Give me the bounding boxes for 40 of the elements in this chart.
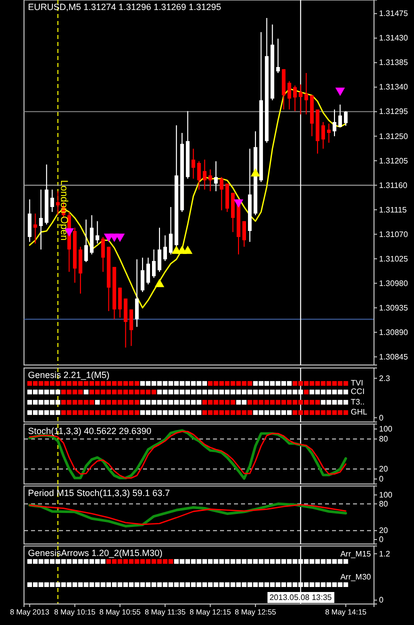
y-tick-label: 1.31295 (379, 107, 408, 116)
ref-line-label: London Open (58, 180, 69, 241)
chart-title: Genesis 2.21_1(M5) (28, 370, 110, 380)
series-label: CCI (350, 387, 365, 396)
y-tick-label: 1.31025 (379, 254, 408, 264)
chart-title: GenesisArrows 1.20_2(M15.M30) (28, 548, 163, 558)
y-tick-label: 100 (379, 490, 393, 500)
series-label: Arr_M15 (340, 549, 372, 558)
y-tick-label: 2.3 (379, 374, 391, 383)
y-tick-label: 1.30980 (379, 278, 408, 288)
series-label: Arr_M30 (340, 572, 372, 582)
ref-line-label: 2013.05.08 13:35 (269, 593, 332, 602)
y-tick-label: 1.30890 (379, 328, 408, 337)
chart-title: Period M15 Stoch(11,3,3) 59.1 63.7 (28, 488, 170, 498)
y-tick-label: 0 (379, 596, 384, 605)
y-tick-label: 1.30935 (379, 303, 408, 312)
y-tick-label: 1.31430 (379, 34, 408, 43)
y-tick-label: 1.31205 (379, 156, 408, 166)
y-tick-label: 1.31250 (379, 132, 408, 141)
series-label: GHL (350, 408, 368, 417)
chart-title: EURUSD,M5 1.31274 1.31296 1.31269 1.31295 (28, 2, 222, 12)
y-tick-label: 80 (379, 434, 388, 444)
y-tick-label: 1.31160 (379, 180, 408, 190)
y-tick-label: 1.2 (379, 549, 391, 558)
y-tick-label: 100 (379, 424, 393, 434)
y-tick-label: 1.30845 (379, 352, 408, 362)
y-tick-label: 1.31070 (379, 230, 408, 239)
y-tick-label: 1.31475 (379, 9, 408, 18)
y-tick-label: 1.31340 (379, 82, 408, 92)
series-label: TVI (350, 378, 364, 388)
y-tick-label: 20 (379, 464, 388, 474)
y-tick-label: 1.31115 (379, 205, 408, 214)
y-tick-label: 80 (379, 499, 388, 508)
chart-title: Stoch(11,3,3) 40.5622 29.6390 (28, 426, 152, 436)
y-tick-label: 0 (379, 413, 384, 422)
y-tick-label: 1.31385 (379, 58, 408, 68)
y-tick-label: 0 (379, 535, 384, 544)
y-tick-label: 0 (379, 474, 384, 484)
series-label: T3.. (350, 397, 365, 406)
y-tick-label: 20 (379, 526, 388, 536)
